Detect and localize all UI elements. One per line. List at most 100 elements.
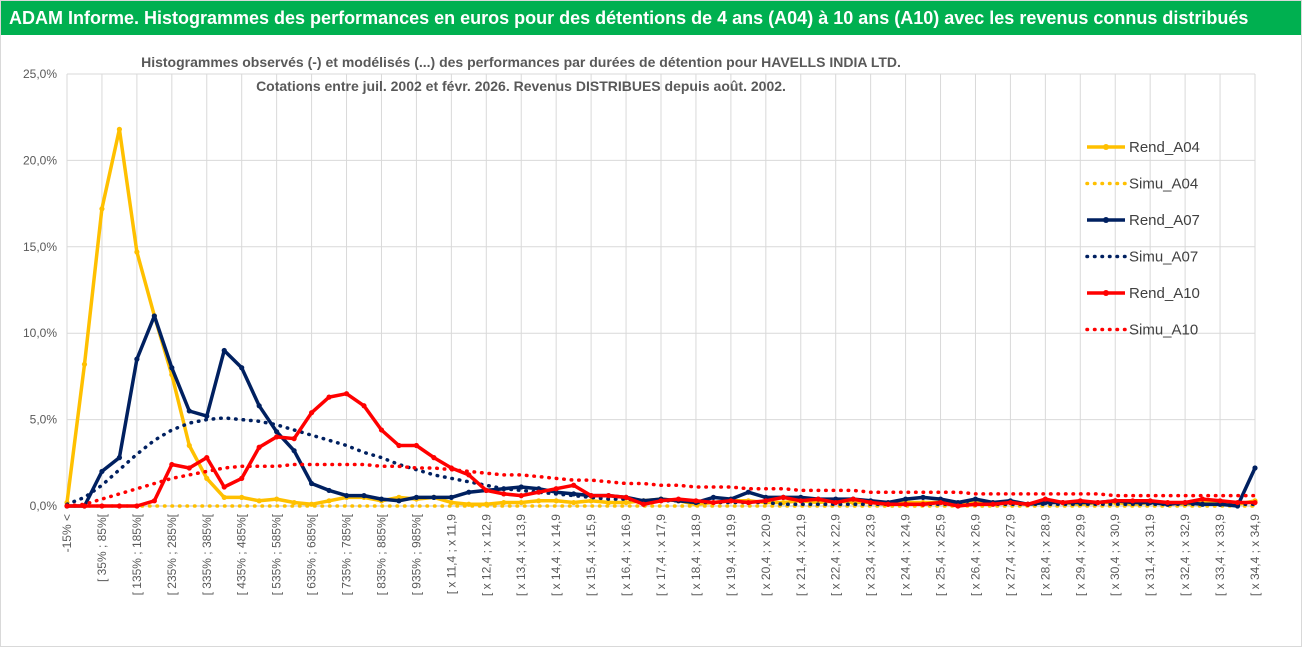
data-point-rend-a10 [256,444,262,450]
data-point-rend-a07 [186,408,192,414]
legend-marker-rend-a10 [1103,290,1109,296]
grid-layer [66,73,1256,507]
chart-title-line-2: Cotations entre juil. 2002 et févr. 2026… [256,78,786,94]
data-point-rend-a10 [571,482,577,488]
series-line-simu-a10 [65,462,1257,508]
data-point-rend-a07 [378,496,385,502]
data-point-rend-a10 [291,436,297,442]
data-point-rend-a07 [308,480,315,487]
data-point-rend-a10 [221,484,227,490]
data-point-rend-a04 [274,496,280,502]
legend-item-simu-a10: Simu_A10 [1085,322,1198,339]
x-tick-label: [ x 18,4 ; x 18,9 [689,514,703,596]
x-tick-label: [ x 26,4 ; x 26,9 [968,514,982,596]
data-point-rend-a10 [1130,498,1136,504]
legend-marker-rend-a07 [1103,217,1109,223]
data-point-rend-a10 [483,487,489,494]
data-point-rend-a10 [239,475,245,481]
x-tick-label: [ 935% ; 985%[ [409,513,423,595]
data-point-rend-a07 [99,468,105,475]
data-point-rend-a07 [466,489,472,495]
legend-label-simu-a04: Simu_A04 [1129,176,1198,193]
y-tick-label: 15,0% [23,240,57,254]
legend-item-simu-a04: Simu_A04 [1085,176,1198,193]
x-tick-label: [ 235% ; 285%[ [165,513,179,595]
data-point-rend-a10 [1112,498,1118,504]
data-point-rend-a10 [1165,499,1171,506]
y-tick-label: 25,0% [23,67,57,81]
data-point-rend-a07 [361,493,367,499]
x-tick-label: [ x 16,4 ; x 16,9 [619,514,633,596]
data-point-rend-a07 [151,313,157,319]
data-point-rend-a07 [134,356,140,362]
data-point-rend-a07 [116,455,123,461]
data-point-rend-a07 [169,365,175,371]
data-point-rend-a10 [536,489,542,495]
x-tick-label: [ x 11,4 ; x 11,9 [444,514,458,595]
data-point-rend-a10 [1060,499,1066,506]
legend-label-rend-a10: Rend_A10 [1129,285,1200,302]
data-point-rend-a10 [833,499,839,506]
data-point-rend-a07 [239,365,245,371]
data-point-rend-a10 [1182,499,1188,506]
data-point-rend-a04 [605,499,612,506]
data-point-rend-a04 [81,361,88,367]
data-point-rend-a07 [256,403,262,409]
data-point-rend-a07 [518,484,524,490]
data-point-rend-a07 [274,429,280,435]
series-layer [64,126,1258,509]
data-point-rend-a07 [1252,465,1258,471]
x-tick-label: [ x 22,4 ; x 22,9 [829,514,843,596]
data-point-rend-a10 [798,498,804,504]
data-point-rend-a10 [431,455,437,461]
data-point-rend-a10 [920,501,926,507]
data-point-rend-a10 [763,498,769,504]
x-tick-label: [ x 17,4 ; x 17,9 [654,514,668,596]
data-point-rend-a10 [623,494,629,500]
y-tick-label: 5,0% [30,413,58,427]
y-tick-label: 20,0% [23,153,57,167]
data-point-rend-a10 [868,499,874,506]
data-point-rend-a07 [204,413,210,419]
data-point-rend-a10 [1007,499,1014,506]
x-tick-label: [ x 27,4 ; x 27,9 [1003,514,1017,596]
legend-label-rend-a07: Rend_A07 [1129,212,1200,229]
x-tick-label: [ x 21,4 ; x 21,9 [794,514,808,596]
data-point-rend-a10 [850,496,856,502]
x-tick-label: [ x 14,4 ; x 14,9 [549,514,563,596]
data-point-rend-a07 [902,496,909,502]
data-point-rend-a10 [99,503,105,509]
data-point-rend-a04 [588,498,594,504]
data-point-rend-a07 [343,493,350,499]
legend-item-rend-a10: Rend_A10 [1087,285,1200,302]
report-banner-title: ADAM Informe. Histogrammes des performan… [1,1,1301,35]
data-point-rend-a10 [413,442,420,449]
data-point-rend-a10 [501,491,507,497]
x-tick-label: [ x 25,4 ; x 25,9 [934,514,948,596]
series-rend-a10 [64,391,1258,509]
data-point-rend-a10 [116,503,123,509]
x-tick-label: [ 535% ; 585%[ [270,513,284,595]
data-point-rend-a10 [640,501,647,507]
legend-item-rend-a07: Rend_A07 [1087,212,1200,229]
data-point-rend-a10 [605,493,612,499]
data-point-rend-a07 [221,347,227,354]
x-tick-label: -15% < [60,514,74,552]
data-point-rend-a10 [204,455,210,461]
data-point-rend-a10 [186,465,192,471]
x-tick-label: [ x 15,4 ; x 15,9 [584,514,598,596]
x-tick-label: [ 835% ; 885%[ [374,513,388,595]
data-point-rend-a10 [274,434,280,440]
data-point-rend-a10 [151,498,157,504]
data-point-rend-a10 [955,503,961,509]
data-point-rend-a04 [221,494,227,500]
legend-marker-rend-a04 [1103,144,1109,150]
data-point-rend-a04 [326,498,332,504]
x-tick-label: [ x 13,4 ; x 13,9 [514,514,528,596]
data-point-rend-a10 [780,494,786,500]
x-tick-label: [ x 29,4 ; x 29,9 [1073,514,1087,596]
data-point-rend-a10 [308,410,315,416]
data-point-rend-a04 [553,498,559,504]
data-point-rend-a04 [536,498,542,504]
